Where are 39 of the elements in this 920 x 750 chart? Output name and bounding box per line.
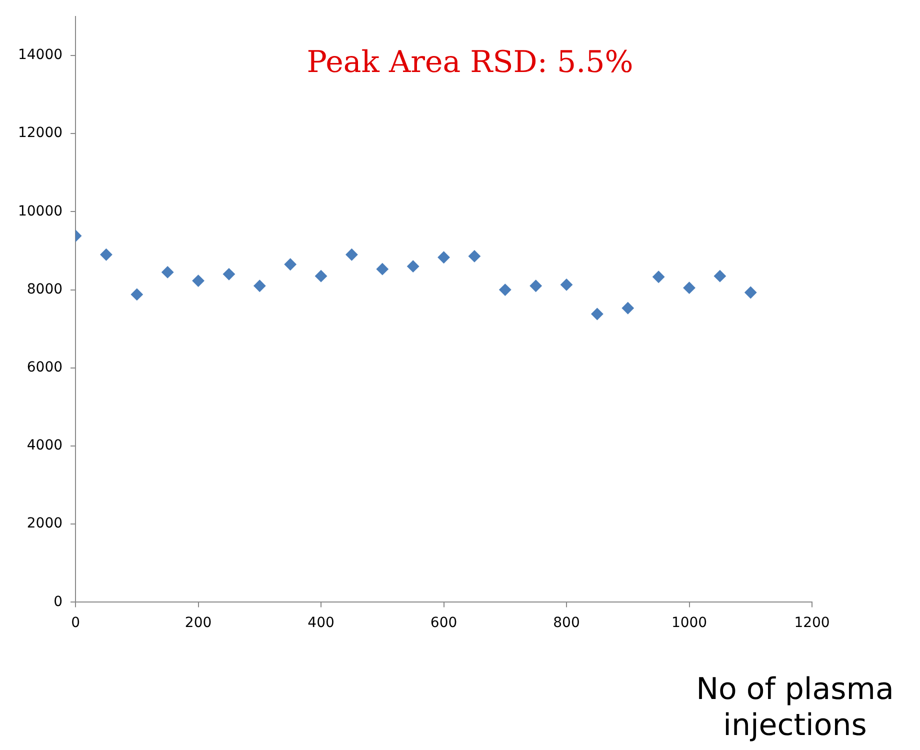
y-tick-label: 10000 — [18, 203, 63, 220]
y-tick-label: 8000 — [26, 281, 63, 298]
point — [438, 251, 450, 264]
x-tick-label: 1200 — [794, 615, 830, 632]
point — [162, 266, 174, 278]
x-tick-label: 600 — [430, 615, 458, 632]
point — [192, 274, 204, 287]
y-tick-label: 0 — [54, 594, 63, 610]
y-tick-label: 4000 — [26, 438, 63, 454]
y-tick-label: 14000 — [18, 47, 63, 64]
point — [284, 258, 296, 270]
point — [683, 282, 696, 294]
y-tick-label: 2000 — [26, 516, 63, 532]
point — [714, 270, 726, 282]
x-tick-label: 800 — [553, 615, 580, 632]
point — [622, 302, 634, 314]
point — [744, 286, 757, 299]
point — [100, 248, 112, 261]
point — [652, 270, 665, 283]
y-tick-label: 6000 — [26, 360, 63, 376]
point — [499, 284, 512, 296]
point — [591, 308, 604, 320]
x-tick-label: 400 — [308, 615, 334, 632]
x-axis-title: No of plasma injections — [695, 672, 895, 744]
annotation: Peak Area RSD: 5.5% — [306, 45, 634, 80]
point — [376, 263, 388, 276]
point — [315, 270, 328, 282]
point — [407, 260, 420, 272]
point — [222, 268, 235, 280]
point — [560, 278, 573, 291]
x-tick-label: 1000 — [671, 615, 708, 632]
x-tick-label: 200 — [184, 615, 212, 632]
y-tick-label: 12000 — [18, 125, 63, 142]
point — [530, 280, 542, 292]
x-tick-label: 0 — [71, 615, 80, 632]
point — [346, 248, 358, 261]
point — [130, 288, 143, 300]
point — [254, 280, 266, 292]
point — [468, 250, 480, 262]
